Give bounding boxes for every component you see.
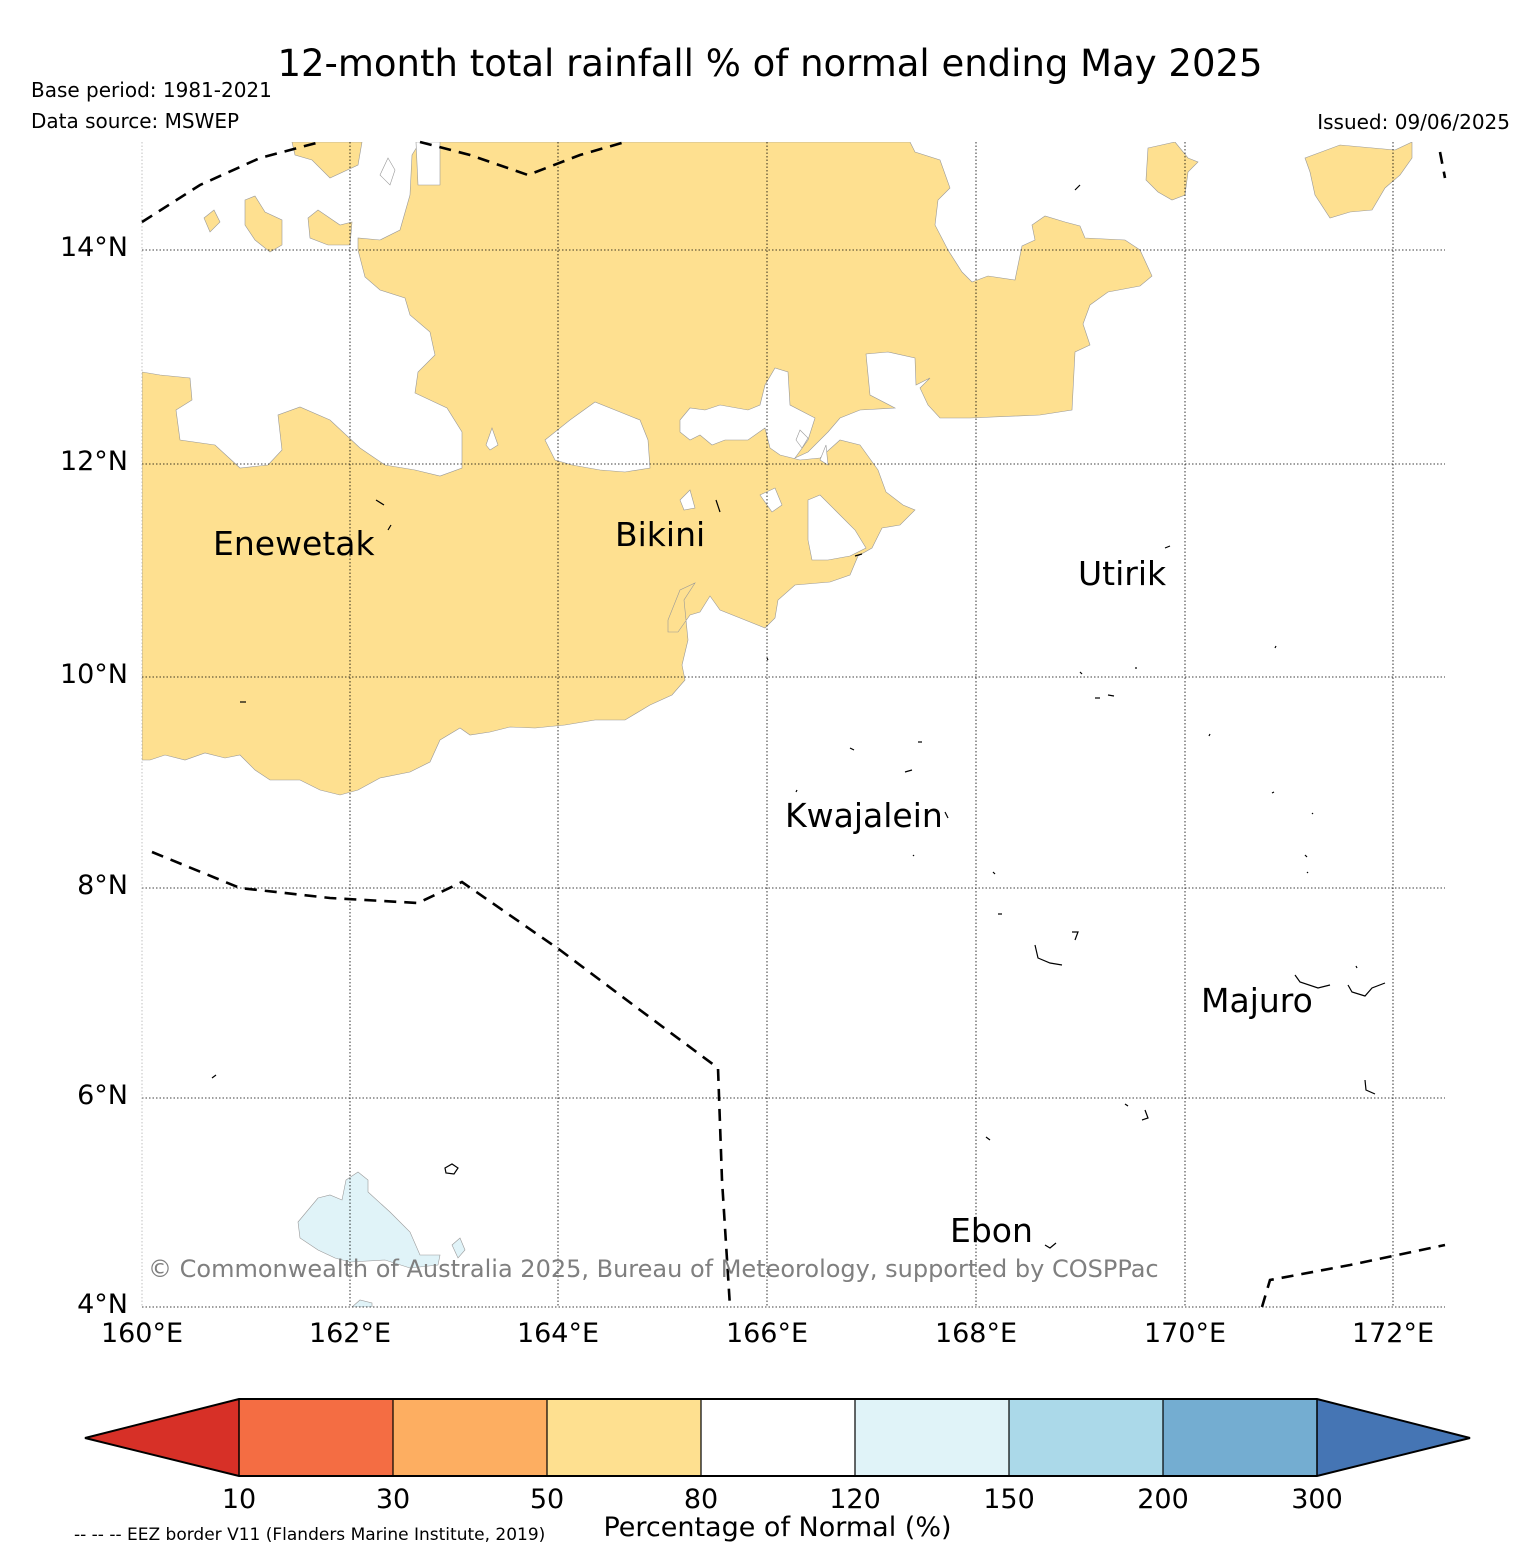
colorbar-tick-300: 300	[1291, 1484, 1343, 1515]
lat-label-10n: 10°N	[59, 659, 128, 690]
colorbar-bin-30-50	[393, 1399, 547, 1476]
hole-5	[485, 427, 499, 451]
yellow-patch-a	[244, 195, 283, 253]
hole-top-left	[415, 142, 441, 186]
region-120-150-bottom	[351, 1299, 373, 1307]
place-bikini: Bikini	[615, 515, 706, 554]
place-majuro: Majuro	[1201, 981, 1313, 1020]
region-120-150	[297, 1171, 441, 1269]
lat-label-4n: 4°N	[77, 1289, 128, 1320]
colorbar-tick-150: 150	[983, 1484, 1035, 1515]
colorbar-tick-10: 10	[221, 1484, 257, 1515]
lon-label-168e: 168°E	[934, 1318, 1018, 1349]
colorbar-bin-120-150	[855, 1399, 1009, 1476]
colorbar-bin-150-200	[1009, 1399, 1163, 1476]
eez-borders	[141, 140, 1447, 1308]
lat-label-6n: 6°N	[77, 1080, 128, 1111]
lon-label-170e: 170°E	[1143, 1318, 1227, 1349]
hole-3	[679, 489, 696, 511]
lat-label-8n: 8°N	[77, 870, 128, 901]
colorbar-tick-120: 120	[829, 1484, 881, 1515]
place-ebon: Ebon	[950, 1211, 1033, 1250]
islands	[211, 184, 1386, 1249]
copyright-notice: © Commonwealth of Australia 2025, Bureau…	[148, 1255, 1159, 1283]
region-120-150-small	[451, 1237, 466, 1259]
colorbar-bin-200-300	[1163, 1399, 1317, 1476]
lon-label-166e: 166°E	[725, 1318, 809, 1349]
place-utirik: Utirik	[1078, 554, 1167, 593]
hole-8	[819, 444, 829, 466]
hole-6	[379, 157, 396, 186]
colorbar-label: Percentage of Normal (%)	[603, 1512, 952, 1543]
lon-label-164e: 164°E	[516, 1318, 600, 1349]
place-kwajalein: Kwajalein	[785, 796, 943, 835]
base-period: Base period: 1981-2021	[31, 78, 272, 102]
yellow-patch-b	[307, 209, 353, 246]
colorbar-tick-200: 200	[1137, 1484, 1189, 1515]
rainfall-field	[142, 142, 1413, 1307]
hole-2	[807, 494, 867, 561]
lon-label-160e: 160°E	[100, 1318, 184, 1349]
graticule	[142, 142, 1445, 1308]
lon-label-162e: 162°E	[308, 1318, 392, 1349]
yellow-patch-d	[291, 142, 363, 179]
colorbar-tick-50: 50	[529, 1484, 565, 1515]
lat-label-12n: 12°N	[59, 446, 128, 477]
colorbar-tick-30: 30	[375, 1484, 411, 1515]
hole-4	[759, 487, 783, 513]
issued-date: Issued: 09/06/2025	[1317, 110, 1510, 134]
yellow-patch-e	[1145, 142, 1199, 201]
map-title: 12-month total rainfall % of normal endi…	[277, 42, 1263, 85]
yellow-patch-f	[1304, 142, 1413, 219]
colorbar-extend-high	[1317, 1399, 1470, 1476]
colorbar	[84, 1398, 1471, 1477]
place-enewetak: Enewetak	[213, 524, 375, 563]
colorbar-extend-low	[85, 1399, 239, 1476]
colorbar-bin-80-120	[701, 1399, 855, 1476]
colorbar-bin-10-30	[239, 1399, 393, 1476]
data-source: Data source: MSWEP	[31, 109, 240, 133]
lat-label-14n: 14°N	[59, 232, 128, 263]
hole-7	[795, 429, 809, 449]
eez-border-note: -- -- -- EEZ border V11 (Flanders Marine…	[74, 1525, 546, 1545]
colorbar-bin-50-80	[547, 1399, 701, 1476]
colorbar-tick-80: 80	[683, 1484, 719, 1515]
lon-label-172e: 172°E	[1351, 1318, 1435, 1349]
yellow-patch-c	[203, 209, 221, 233]
